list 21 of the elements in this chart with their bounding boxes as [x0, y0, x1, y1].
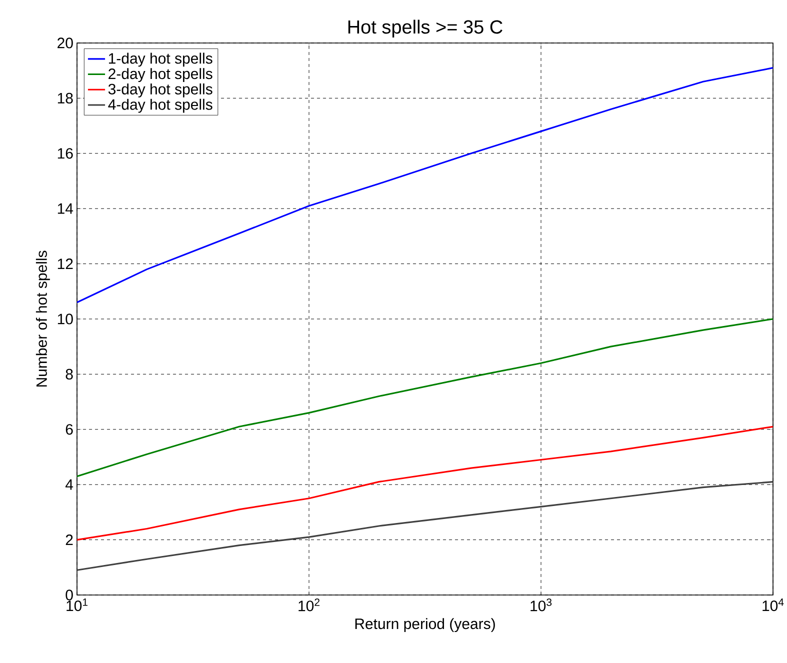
y-tick-label: 18 [58, 92, 73, 104]
legend-label: 2-day hot spells [108, 68, 212, 82]
y-tick-label: 6 [66, 424, 73, 435]
y-tick-label: 4 [65, 479, 74, 490]
legend-label: 4-day hot spells [108, 98, 212, 113]
chart-title: Hot spells >= 35 C [348, 20, 502, 38]
legend-label: 1-day hot spells [108, 52, 212, 67]
y-tick-label: 0 [66, 590, 73, 600]
y-tick-label: 8 [66, 368, 73, 380]
y-axis-title: Number of hot spells [36, 250, 50, 387]
x-tick-label: 10$^{2}$ [298, 598, 320, 612]
y-tick-label: 20 [58, 38, 73, 48]
y-tick-label: 12 [58, 258, 73, 270]
y-tick-label: 10 [58, 314, 73, 324]
y-tick-label: 14 [58, 203, 74, 214]
x-tick-label: 10$^{4}$ [762, 598, 784, 612]
x-tick-label: 10$^{3}$ [530, 598, 552, 612]
legend-label: 3-day hot spells [108, 83, 212, 98]
y-tick-label: 16 [58, 148, 73, 159]
y-tick-label: 2 [66, 534, 73, 546]
x-axis-title: Return period (years) [355, 618, 495, 632]
